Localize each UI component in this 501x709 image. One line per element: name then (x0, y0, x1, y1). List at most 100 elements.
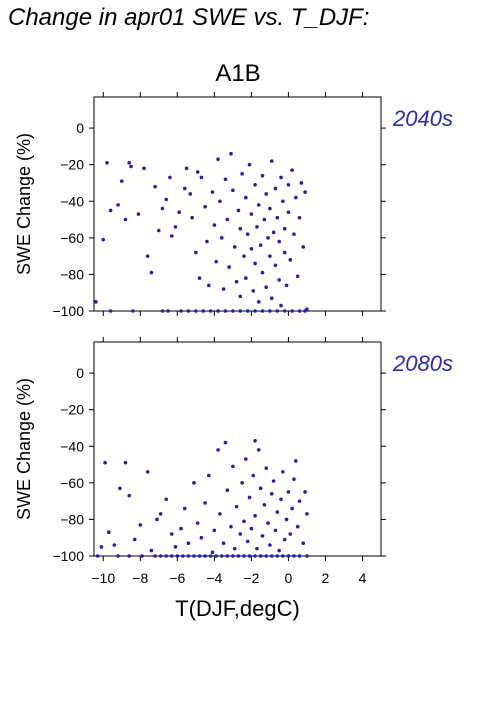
x-tick-label: −4 (206, 570, 222, 586)
data-point (142, 166, 146, 171)
data-point (203, 501, 207, 505)
x-axis-label: T(DJF,degC) (175, 596, 300, 621)
data-point (297, 309, 302, 313)
data-point (182, 506, 187, 511)
data-point (153, 554, 157, 558)
data-point (131, 309, 135, 313)
data-point (297, 499, 302, 503)
scenario-title: A1B (215, 60, 260, 87)
data-point (116, 554, 120, 558)
data-point (277, 278, 281, 282)
data-point (225, 554, 230, 558)
data-point (253, 438, 257, 443)
data-point (251, 473, 256, 478)
data-point (225, 217, 230, 222)
data-point (264, 466, 269, 471)
data-point (299, 181, 304, 185)
data-point (164, 554, 169, 558)
data-point (281, 199, 285, 204)
data-point (216, 157, 220, 161)
data-point (249, 247, 254, 251)
data-point (249, 526, 254, 531)
data-point (253, 182, 257, 187)
data-point (238, 532, 243, 536)
x-tick-label: 4 (359, 570, 367, 586)
data-point (179, 309, 183, 313)
data-point (240, 481, 244, 485)
data-point (232, 245, 237, 249)
y-tick-label: −80 (60, 511, 84, 527)
data-point (158, 554, 163, 558)
data-point (266, 521, 270, 525)
data-point (253, 513, 257, 518)
data-point (186, 541, 191, 545)
data-point (258, 486, 263, 491)
data-point (108, 208, 113, 213)
data-point (277, 239, 281, 244)
data-point (216, 448, 220, 452)
data-point (269, 492, 274, 496)
data-point (223, 440, 228, 445)
data-point (119, 179, 124, 183)
data-point (164, 497, 169, 502)
data-point (255, 225, 259, 229)
data-point (282, 537, 287, 542)
x-tick-label: −8 (132, 570, 148, 586)
y-tick-label: −60 (60, 475, 84, 491)
data-point (303, 190, 307, 194)
data-point (219, 236, 224, 240)
period-label: 2080s (392, 351, 453, 376)
data-point (218, 512, 222, 516)
data-point (238, 294, 243, 299)
x-tick-label: 0 (285, 570, 293, 586)
y-tick-label: −40 (60, 438, 84, 454)
data-point (275, 309, 280, 313)
x-tick-label: −2 (243, 570, 259, 586)
data-point (284, 283, 289, 288)
data-point (244, 276, 248, 280)
data-point (260, 534, 265, 538)
y-axis-label: SWE Change (%) (14, 133, 34, 275)
data-point (184, 166, 189, 171)
data-point (123, 217, 128, 222)
data-point (181, 554, 185, 558)
data-point (264, 554, 269, 558)
data-point (260, 173, 265, 178)
data-point (229, 151, 233, 156)
x-tick-label: −6 (169, 570, 185, 586)
data-point (203, 554, 207, 558)
data-point (179, 526, 183, 531)
plot-frame-2080s (93, 341, 382, 557)
data-point (169, 532, 174, 536)
data-point (168, 175, 172, 180)
data-point (256, 448, 261, 452)
data-point (253, 309, 257, 313)
data-point (157, 228, 161, 233)
data-point (269, 159, 274, 163)
data-point (229, 524, 233, 529)
data-point (207, 283, 211, 288)
data-point (301, 541, 306, 545)
data-point (223, 177, 228, 182)
data-point (234, 504, 239, 509)
data-point (116, 203, 120, 207)
data-point (221, 287, 226, 291)
data-point (242, 554, 246, 558)
data-point (264, 285, 269, 290)
data-point (288, 257, 293, 262)
data-point (247, 162, 252, 167)
plot-frame-2040s (93, 96, 382, 312)
data-point (286, 210, 291, 215)
data-point (290, 506, 294, 511)
data-point (195, 170, 200, 174)
data-point (262, 502, 267, 507)
page-title: Change in apr01 SWE vs. T_DJF: (8, 4, 370, 31)
data-point (247, 554, 252, 558)
data-point (279, 497, 283, 502)
data-point (205, 239, 209, 244)
y-tick-label: −100 (52, 303, 84, 319)
data-point (160, 309, 165, 313)
data-point (177, 210, 181, 215)
data-point (236, 554, 241, 558)
